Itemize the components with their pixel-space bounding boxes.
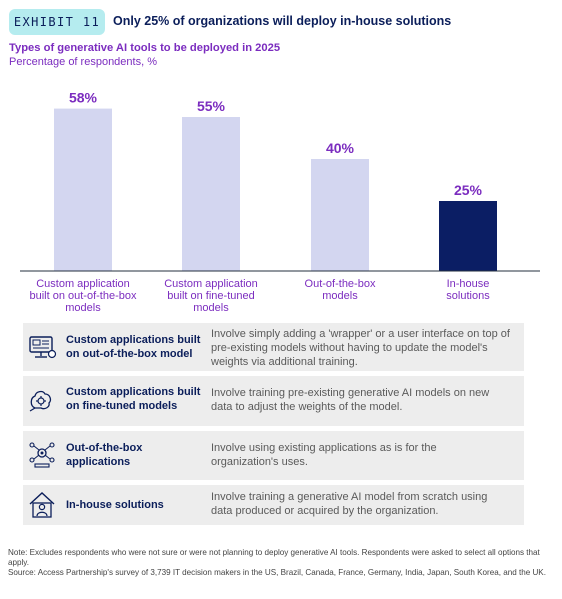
tick-label: In-house solutions xyxy=(446,278,490,302)
definition-row: In-house solutions Involve training a ge… xyxy=(23,485,524,525)
brain-gear-icon xyxy=(29,390,52,412)
bar-chart: 58% Custom application built on out-of-the… xyxy=(20,90,540,314)
definition-label: Custom applications built on out-of-the-… xyxy=(66,334,201,360)
definition-description: Involve training pre-existing generative… xyxy=(211,387,490,413)
exhibit-title: Only 25% of organizations will deploy in… xyxy=(113,14,452,28)
tick-label: Custom application built on out-of-the-bo… xyxy=(29,278,137,314)
bar xyxy=(182,117,240,271)
footnotes: Note: Excludes respondents who were not … xyxy=(8,548,553,578)
definition-label: In-house solutions xyxy=(66,499,164,511)
bar xyxy=(439,201,497,271)
house-user-icon xyxy=(29,492,55,518)
definition-label: Out-of-the-box applications xyxy=(66,442,143,468)
definition-description: Involve training a generative AI model f… xyxy=(211,491,488,517)
bar xyxy=(311,159,369,271)
chart-title: Types of generative AI tools to be deplo… xyxy=(9,42,281,54)
data-label: 40% xyxy=(326,140,355,156)
data-label: 55% xyxy=(197,98,226,114)
chart-subtitle: Percentage of respondents, % xyxy=(9,56,157,68)
exhibit-badge: EXHIBIT 11 xyxy=(9,9,105,35)
tick-label: Custom application built on fine-tuned mod… xyxy=(164,278,258,314)
definition-label: Custom applications built on fine-tuned … xyxy=(66,386,201,412)
definition-row: Custom applications built on out-of-the-… xyxy=(23,323,524,371)
network-gear-icon xyxy=(29,442,55,468)
note-text: Note: Excludes respondents who were not … xyxy=(8,548,540,567)
data-label: 25% xyxy=(454,182,483,198)
tick-label: Out-of-the-box models xyxy=(305,278,376,302)
definition-row: Out-of-the-box applications Involve usin… xyxy=(23,431,524,480)
definition-row: Custom applications built on fine-tuned … xyxy=(23,376,524,426)
monitor-app-icon xyxy=(29,336,57,359)
definition-description: Involve simply adding a 'wrapper' or a u… xyxy=(211,328,510,368)
bar xyxy=(54,108,112,271)
data-label: 58% xyxy=(69,90,98,106)
definitions-list: Custom applications built on out-of-the-… xyxy=(23,323,524,530)
definition-description: Involve using existing applications as i… xyxy=(211,442,437,468)
source-text: Source: Access Partnership's survey of 3… xyxy=(8,568,546,577)
